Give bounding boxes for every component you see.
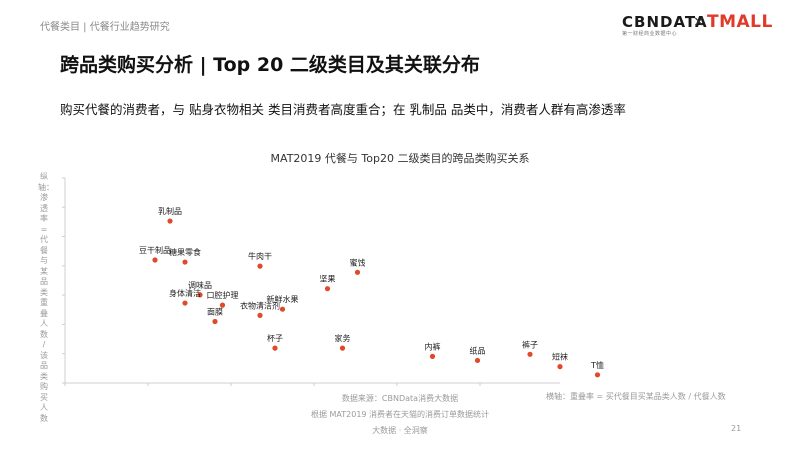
data-point-label: 裤子 (522, 339, 538, 349)
data-point-label: 调味品 (188, 280, 212, 290)
header-tag: 代餐类目 | 代餐行业趋势研究 (40, 22, 170, 33)
data-point-label: 新鲜水果 (267, 294, 299, 304)
source-line-3: 大数据 · 全洞察 (372, 426, 428, 435)
data-point-label: 糖果零食 (169, 247, 201, 257)
data-point (212, 318, 218, 325)
source-line-1: 数据来源：CBNData消费大数据 (341, 394, 459, 403)
cbndata-logo-subtitle: 第一财经商业数据中心 (622, 31, 678, 37)
data-point-label: T恤 (590, 360, 604, 370)
data-point-label: 坚果 (320, 275, 336, 284)
data-point-label: 短袜 (552, 352, 568, 362)
data-point (257, 263, 263, 269)
data-point-label: 内裤 (425, 341, 441, 351)
data-point (474, 357, 481, 364)
x-axis-note: 横轴：重叠率 = 买代餐目买某品类人数 / 代餐人数 (546, 392, 726, 401)
data-point (557, 364, 563, 370)
data-point-label: 杯子 (267, 333, 283, 343)
data-point (339, 345, 346, 351)
data-point-label: 衣物清洁剂 (240, 300, 280, 310)
data-point-label: 身体清洁 (169, 288, 201, 298)
chart-title: MAT2019 代餐与 Top20 二级类目的跨品类购买关系 (270, 152, 530, 165)
page-subtitle: 购买代餐的消费者，与 贴身衣物相关 类目消费者高度重合；在 乳制品 品类中，消费… (60, 102, 626, 117)
data-point (182, 300, 188, 306)
data-point (279, 306, 286, 312)
data-point-label: 乳制品 (158, 206, 182, 216)
x-axis-ticks (64, 383, 481, 386)
data-point (272, 345, 278, 351)
data-point-label: 蜜饯 (350, 257, 366, 267)
data-point (354, 269, 361, 275)
data-point (167, 218, 173, 224)
data-point-label: 牛肉干 (248, 251, 272, 261)
page-number: 21 (731, 424, 742, 433)
data-point-label: 面膜 (207, 307, 223, 317)
source-line-2: 根据 MAT2019 消费者在天猫的消费订单数据统计 (310, 410, 490, 419)
y-axis-label: 纵轴：渗透率 = 代餐与某品类重叠人数 / 该品类购买人数 (38, 172, 54, 423)
data-point (594, 372, 601, 378)
data-point (219, 302, 226, 308)
data-point (257, 312, 263, 318)
data-point (197, 292, 203, 298)
data-point-label: 豆干制品 (139, 245, 171, 255)
data-point-label: 纸品 (470, 345, 486, 355)
page-title: 跨品类购买分析 | Top 20 二级类目及其关联分布 (60, 54, 480, 76)
data-point (324, 286, 331, 292)
data-point-label: 家务 (335, 333, 351, 343)
data-point (152, 257, 158, 263)
logo-cross-icon: × (693, 14, 705, 30)
data-point (527, 351, 533, 357)
data-point (182, 259, 188, 265)
data-point (429, 353, 436, 359)
data-point-label: 口腔护理 (207, 290, 239, 300)
tmall-logo: TMALL (707, 12, 773, 32)
cbndata-logo: CBNDATA (622, 13, 708, 31)
